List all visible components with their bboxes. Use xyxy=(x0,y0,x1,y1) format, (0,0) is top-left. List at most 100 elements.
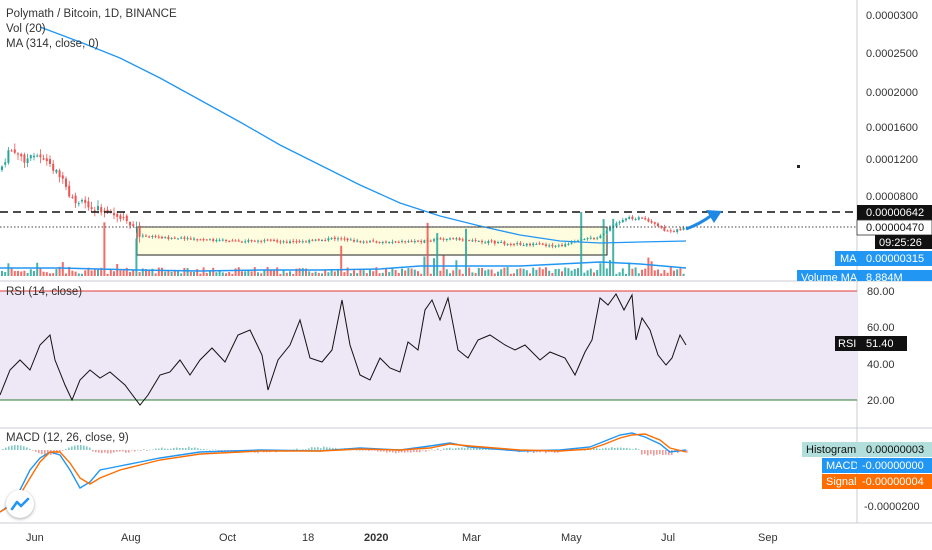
macd-histogram-bar xyxy=(8,446,10,450)
volume-bar xyxy=(7,263,10,276)
volume-bar xyxy=(84,270,87,276)
candle-body xyxy=(436,238,439,240)
volume-bar xyxy=(570,270,573,276)
candle-body xyxy=(596,237,599,239)
candle-body xyxy=(164,237,167,239)
volume-bar xyxy=(81,273,83,276)
candle-body xyxy=(135,227,138,229)
rsi-tag-value: 51.40 xyxy=(866,338,894,350)
candle-body xyxy=(106,209,109,212)
candle-body xyxy=(682,227,685,230)
candle-body xyxy=(228,240,231,242)
volume-bar xyxy=(49,273,51,276)
macd-histogram-bar xyxy=(302,449,304,450)
rsi-indicator-label[interactable]: RSI (14, close) xyxy=(6,286,83,298)
candle-body xyxy=(529,243,531,246)
signal-tag-value: -0.00000004 xyxy=(862,476,924,488)
candle-body xyxy=(513,243,515,245)
volume-bar xyxy=(372,271,375,276)
volume-bar xyxy=(177,270,179,276)
volume-bar xyxy=(455,260,458,276)
ma-tag-label-bg xyxy=(835,251,857,266)
candle-body xyxy=(468,240,471,242)
volume-bar xyxy=(202,267,205,276)
candle-body xyxy=(503,241,506,245)
macd-histogram-bar xyxy=(20,445,22,450)
macd-histogram-bar xyxy=(59,450,61,452)
macd-histogram-bar xyxy=(62,450,64,451)
candle-body xyxy=(365,241,368,243)
candle-body xyxy=(77,203,80,205)
candle-body xyxy=(375,241,378,243)
histogram-tag-label: Histogram xyxy=(806,444,856,456)
candle-body xyxy=(33,155,35,158)
macd-tag xyxy=(857,458,932,473)
ma-indicator-label[interactable]: MA (314, close, 0) xyxy=(6,38,99,50)
macd-histogram-bar xyxy=(641,450,643,455)
macd-histogram-bar xyxy=(644,450,646,455)
macd-histogram-bar xyxy=(410,450,412,453)
macd-histogram-bar xyxy=(23,446,25,450)
histogram-tag-value: 0.00000003 xyxy=(866,444,924,456)
macd-histogram-bar xyxy=(215,449,217,451)
histogram-tag xyxy=(857,442,932,457)
macd-histogram-bar xyxy=(152,449,154,451)
volume-bar xyxy=(138,272,141,276)
candle-body xyxy=(103,210,106,212)
volume-bar xyxy=(513,273,515,276)
last-price-tag-text: 0.00000470 xyxy=(866,222,924,234)
rsi-tag xyxy=(857,336,907,351)
candle-body xyxy=(183,237,186,239)
signal-line xyxy=(0,433,687,513)
volume-bar xyxy=(301,268,304,276)
candle-body xyxy=(615,223,618,227)
volume-bar xyxy=(593,272,595,276)
candle-body xyxy=(39,154,42,158)
volume-bar xyxy=(506,267,509,276)
volume-bar xyxy=(253,267,256,276)
macd-histogram-bar xyxy=(200,448,202,450)
macd-histogram-bar xyxy=(2,449,4,450)
macd-histogram-bar xyxy=(134,450,136,452)
candle-body xyxy=(343,238,346,240)
candle-body xyxy=(663,226,666,231)
candle-body xyxy=(673,231,675,233)
tradingview-logo[interactable] xyxy=(6,490,34,518)
candle-body xyxy=(554,245,557,247)
candle-body xyxy=(519,242,522,245)
macd-histogram-bar xyxy=(533,450,535,454)
candle-body xyxy=(221,239,224,241)
volume-bar xyxy=(413,269,416,276)
volume-bar xyxy=(343,272,346,276)
macd-histogram-bar xyxy=(176,447,178,450)
volume-bar xyxy=(109,269,112,276)
candle-body xyxy=(487,240,490,244)
volume-bar xyxy=(621,268,624,276)
symbol-title[interactable]: Polymath / Bitcoin, 1D, BINANCE xyxy=(6,8,177,20)
macd-histogram-bar xyxy=(158,448,160,450)
volume-bar xyxy=(509,273,512,276)
volume-bar xyxy=(477,267,480,276)
volume-bar xyxy=(106,273,109,276)
volume-bar xyxy=(74,271,77,276)
macd-histogram-bar xyxy=(113,450,115,453)
macd-histogram-bar xyxy=(653,450,655,456)
macd-histogram-bar xyxy=(155,448,157,450)
volume-bar xyxy=(58,266,61,276)
macd-indicator-label[interactable]: MACD (12, 26, close, 9) xyxy=(6,432,129,444)
macd-histogram-bar xyxy=(611,447,613,450)
candle-body xyxy=(215,240,218,242)
candle-body xyxy=(618,221,621,224)
volume-bar xyxy=(365,273,368,276)
candle-body xyxy=(509,244,512,246)
candle-body xyxy=(154,236,157,238)
vol-indicator-label[interactable]: Vol (20) xyxy=(6,23,46,35)
candle-body xyxy=(173,237,176,239)
candle-body xyxy=(564,244,567,247)
rsi-tag-label: RSI xyxy=(838,338,856,350)
volume-bar xyxy=(369,269,371,276)
histogram-tag-label-bg xyxy=(802,442,857,457)
macd-histogram-bar xyxy=(83,445,85,450)
macd-histogram-bar xyxy=(41,450,43,455)
